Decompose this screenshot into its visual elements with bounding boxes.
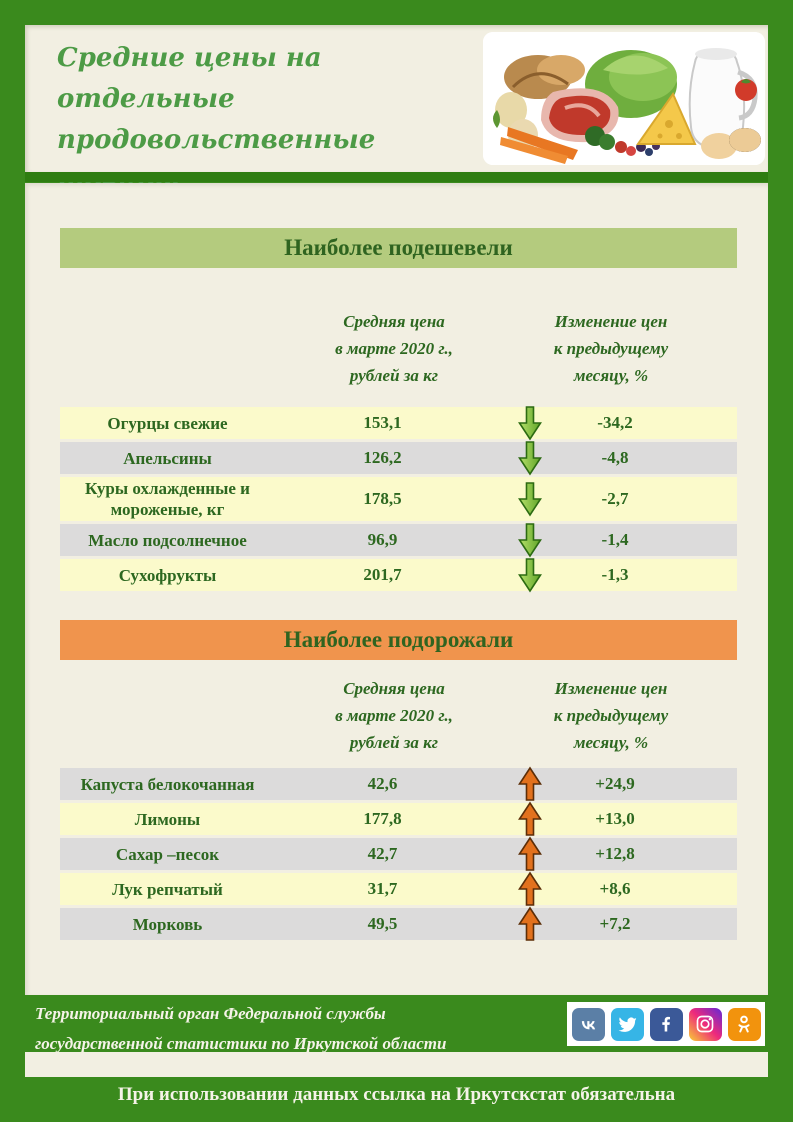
table-row: Огурцы свежие 153,1 -34,2 (60, 406, 737, 441)
price-value: 31,7 (367, 879, 398, 898)
up-arrow-icon (490, 871, 570, 906)
section-header-pricier: Наиболее подорожали (60, 620, 737, 660)
footer-divider (25, 1052, 768, 1077)
table-row: Куры охлажденные и мороженые, кг 178,5 -… (60, 477, 737, 521)
table-row: Сахар –песок 42,7 +12,8 (60, 836, 737, 871)
section-header-cheaper: Наиболее подешевели (60, 228, 737, 268)
table-row: Лимоны 177,8 +13,0 (60, 801, 737, 836)
up-arrow-icon (490, 801, 570, 836)
food-still-life-icon (483, 32, 765, 165)
product-name: Капуста белокочанная (80, 774, 255, 794)
product-name: Сахар –песок (115, 844, 220, 864)
price-value: 177,8 (363, 809, 402, 828)
change-value: +12,8 (595, 844, 635, 863)
product-name: Сухофрукты (118, 565, 217, 585)
price-value: 153,1 (363, 413, 402, 432)
price-value: 201,7 (363, 565, 402, 584)
change-value: +7,2 (599, 914, 631, 933)
facebook-icon[interactable] (649, 1007, 683, 1041)
change-value: -34,2 (597, 413, 633, 432)
column-header-price: Средняя цена в марте 2020 г., рублей за … (335, 312, 453, 385)
disclaimer-text: При использовании данных ссылка на Иркут… (117, 1084, 676, 1105)
up-arrow-icon (490, 906, 570, 941)
product-name: Лук репчатый (112, 879, 223, 899)
price-value: 96,9 (367, 530, 398, 549)
up-arrow-icon (490, 836, 570, 871)
cheaper-table: Огурцы свежие 153,1 -34,2 Апельсины 126,… (60, 406, 737, 594)
table-row: Лук репчатый 31,7 +8,6 (60, 871, 737, 906)
table-row: Сухофрукты 201,7 -1,3 (60, 558, 737, 593)
twitter-icon[interactable] (610, 1007, 644, 1041)
pricier-table: Капуста белокочанная 42,6 +24,9 Лимоны 1… (60, 766, 737, 943)
column-header-change: Изменение цен к предыдущему месяцу, % (553, 679, 669, 752)
organization-name: Территориальный орган Федеральной службы… (35, 1004, 447, 1053)
column-header-change: Изменение цен к предыдущему месяцу, % (553, 312, 669, 385)
social-links-bar (567, 1002, 765, 1046)
product-name: Куры охлажденные и мороженые, кг (85, 479, 250, 519)
down-arrow-icon (490, 406, 570, 441)
up-arrow-icon (490, 766, 570, 801)
product-name: Масло подсолнечное (88, 530, 247, 550)
price-value: 49,5 (367, 914, 398, 933)
product-name: Лимоны (134, 809, 201, 829)
table-row: Апельсины 126,2 -4,8 (60, 441, 737, 476)
change-value: -2,7 (601, 489, 629, 508)
price-value: 42,6 (367, 774, 398, 793)
header-panel: Средние цены на отдельные продовольствен… (25, 25, 768, 237)
price-value: 178,5 (363, 489, 402, 508)
table-row: Капуста белокочанная 42,6 +24,9 (60, 766, 737, 801)
change-value: +13,0 (595, 809, 635, 828)
product-name: Морковь (132, 914, 203, 934)
down-arrow-icon (490, 558, 570, 593)
product-name: Огурцы свежие (107, 413, 228, 433)
food-photo (483, 32, 765, 165)
instagram-icon[interactable] (688, 1007, 722, 1041)
price-value: 42,7 (367, 844, 398, 863)
header-separator (25, 172, 768, 182)
odnoklassniki-icon[interactable] (727, 1007, 761, 1041)
change-value: +24,9 (595, 774, 635, 793)
vk-icon[interactable] (571, 1007, 605, 1041)
column-header-price: Средняя цена в марте 2020 г., рублей за … (335, 679, 453, 752)
table-row: Масло подсолнечное 96,9 -1,4 (60, 523, 737, 558)
price-value: 126,2 (363, 448, 402, 467)
change-value: -1,4 (601, 530, 629, 549)
table-row: Морковь 49,5 +7,2 (60, 906, 737, 941)
down-arrow-icon (490, 441, 570, 476)
change-value: -1,3 (601, 565, 629, 584)
main-panel: Наиболее подешевели Средняя цена в марте… (25, 183, 768, 995)
change-value: -4,8 (601, 448, 629, 467)
down-arrow-icon (490, 482, 570, 517)
product-name: Апельсины (123, 448, 212, 468)
down-arrow-icon (490, 523, 570, 558)
change-value: +8,6 (599, 879, 631, 898)
